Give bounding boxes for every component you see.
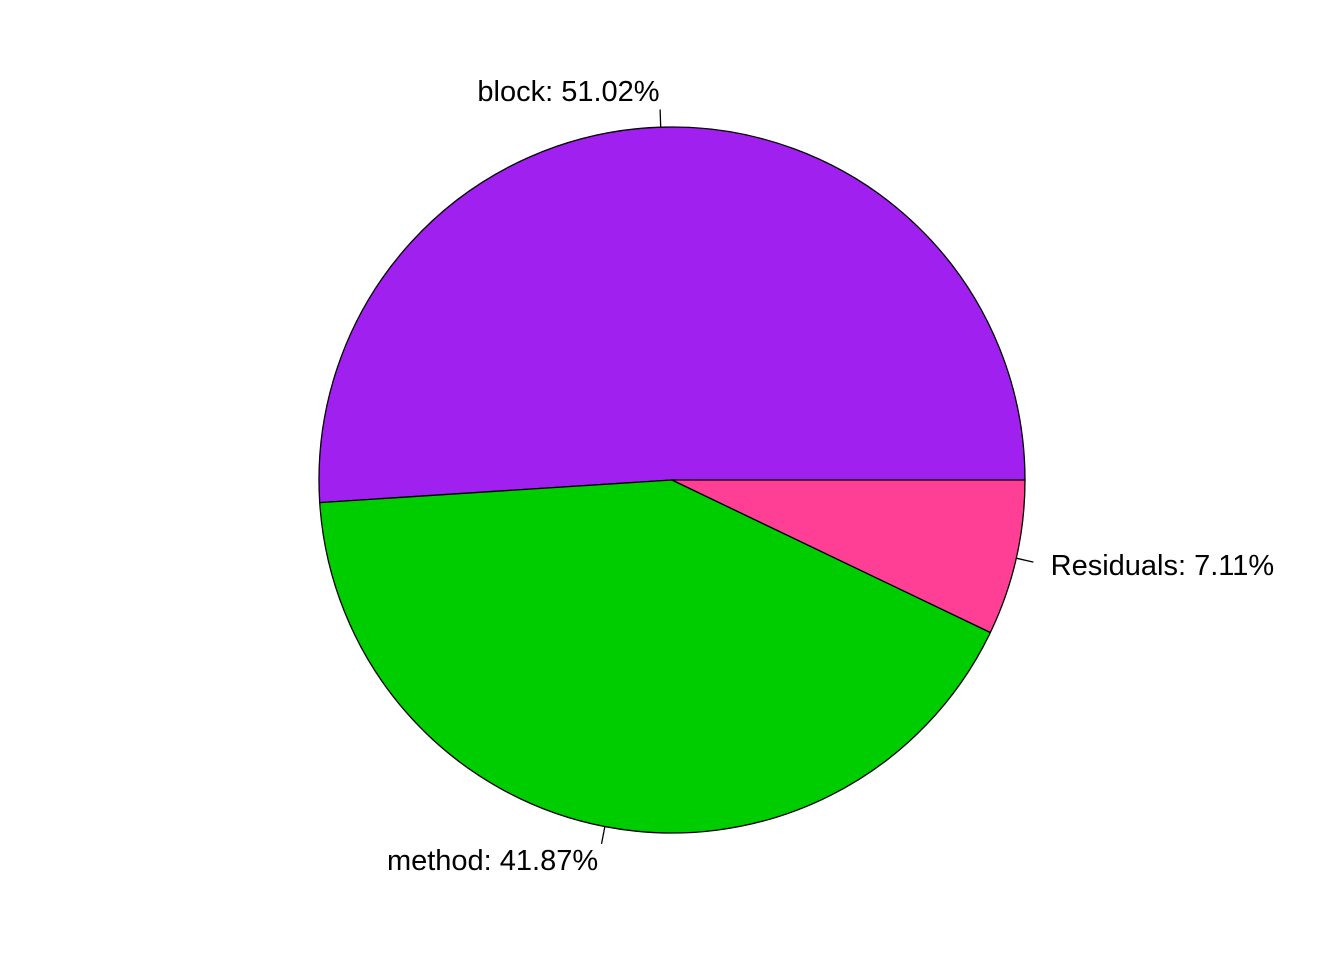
label-tick-residuals <box>1016 557 1034 563</box>
pie-slices <box>318 126 1026 834</box>
label-tick-block <box>659 109 662 128</box>
slice-label-method: method: 41.87% <box>387 845 598 877</box>
label-ticks <box>600 109 1034 845</box>
pie-slice-block <box>318 126 1026 504</box>
slice-labels: block: 51.02% method: 41.87% Residuals: 7.… <box>387 76 1274 877</box>
label-tick-method <box>600 826 606 845</box>
slice-label-residuals: Residuals: 7.11% <box>1051 550 1275 582</box>
slice-label-block: block: 51.02% <box>477 76 659 108</box>
pie-slice-residuals <box>671 479 1026 634</box>
